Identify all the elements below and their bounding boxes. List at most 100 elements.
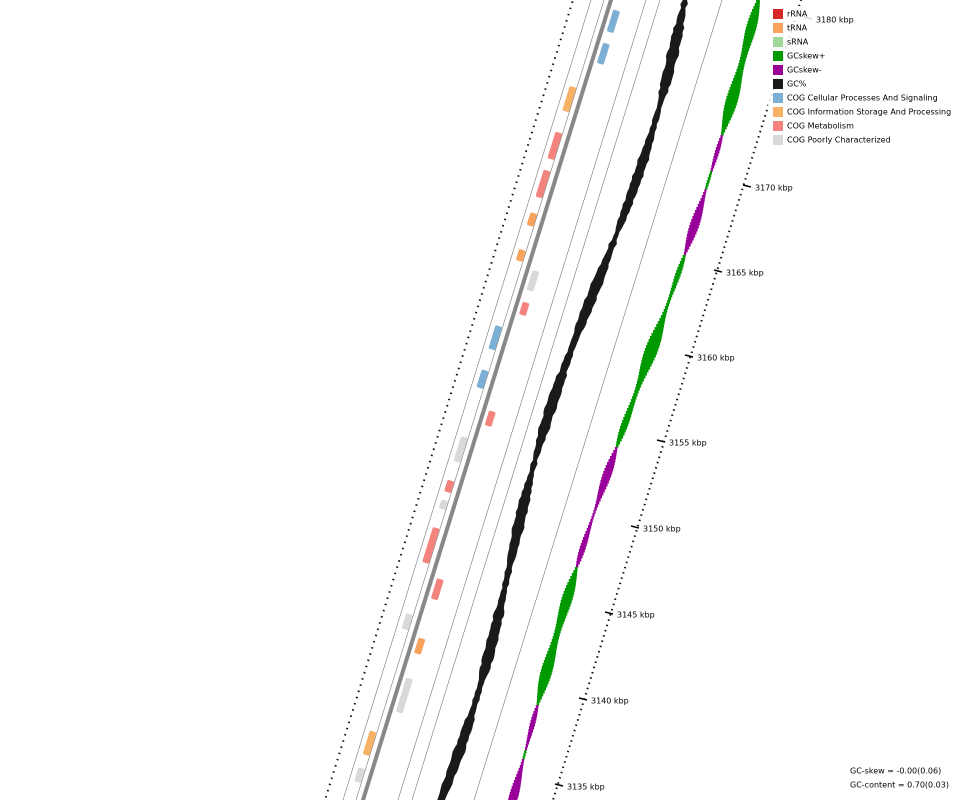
gc-skew	[693, 213, 703, 217]
gc-skew	[619, 429, 626, 433]
gc-skew	[526, 741, 530, 745]
gc-skew	[538, 678, 550, 682]
gc-skew	[571, 573, 577, 577]
gc-skew	[575, 564, 579, 568]
gc-skew	[643, 351, 658, 355]
gc-skew	[636, 384, 642, 388]
gc-skew	[723, 108, 735, 112]
gc-skew	[724, 102, 737, 106]
gc-skew	[521, 759, 525, 763]
gc-skew	[623, 417, 631, 421]
gc-skew	[735, 72, 743, 76]
scale-major-tick	[656, 439, 666, 443]
scale-label: 3140 kbp	[591, 697, 629, 706]
gc-skew	[597, 495, 602, 499]
gc-skew	[551, 639, 559, 643]
scale-label: 3165 kbp	[726, 269, 764, 278]
gc-skew-stat: GC-skew = -0.00(0.06)	[850, 767, 941, 776]
gc-skew	[516, 774, 522, 778]
gc-skew	[564, 588, 575, 592]
gc-skew	[533, 711, 538, 715]
gc-skew	[537, 696, 542, 700]
gc-skew	[705, 186, 708, 190]
gc-skew	[577, 555, 583, 559]
gc-skew	[673, 279, 679, 283]
gc-skew	[541, 666, 554, 670]
gene	[607, 9, 620, 33]
gc-skew	[557, 618, 565, 622]
gene	[519, 301, 530, 316]
gc-skew	[604, 468, 614, 472]
gc-skew	[741, 51, 749, 55]
legend-label: COG Cellular Processes And Signaling	[787, 94, 938, 103]
gc-skew	[688, 228, 698, 232]
gc-skew	[579, 546, 586, 550]
gc-skew	[611, 453, 617, 457]
gc-skew	[716, 144, 722, 148]
gc-skew	[548, 648, 557, 652]
gc-skew	[624, 414, 632, 418]
gc-skew	[527, 732, 533, 736]
gc-skew	[690, 222, 700, 226]
gc-skew	[726, 96, 739, 100]
legend-label: GCskew+	[787, 52, 825, 61]
gc-skew	[722, 114, 733, 118]
legend-label: COG Poorly Characterized	[787, 136, 891, 145]
gc-skew	[621, 423, 629, 427]
gc-skew	[752, 9, 760, 13]
gc-skew	[555, 624, 563, 628]
gc-skew	[554, 630, 561, 634]
gc-skew	[594, 507, 597, 511]
gc-skew	[686, 237, 694, 241]
scale-major-tick	[684, 354, 694, 358]
gc-skew	[622, 420, 630, 424]
gc-skew	[574, 567, 578, 571]
gc-skew	[580, 543, 587, 547]
gc-skew	[558, 609, 569, 613]
gc-skew	[733, 78, 742, 82]
gc-skew	[559, 606, 570, 610]
gc-skew	[547, 651, 557, 655]
gc-skew	[679, 261, 685, 265]
gc-skew	[681, 258, 685, 262]
gc-skew	[711, 165, 715, 169]
gc-skew	[599, 483, 608, 487]
gc-skew	[603, 471, 613, 475]
gc-skew	[562, 594, 574, 598]
gc-skew	[671, 285, 676, 289]
legend: rRNA tRNA sRNA GCskew+ GCskew- GC% COG Cellula…	[768, 6, 958, 148]
gc-skew	[522, 756, 525, 760]
gc-skew	[656, 324, 665, 328]
gc-skew	[704, 189, 707, 193]
gc-skew	[737, 66, 744, 70]
gc-skew	[657, 321, 665, 325]
gc-skew	[523, 753, 526, 757]
gc-skew	[678, 264, 684, 268]
scale-major-tick	[554, 783, 564, 787]
gc-skew	[613, 450, 617, 454]
gc-skew	[682, 255, 686, 259]
gc-skew	[539, 675, 551, 679]
gc-skew	[722, 120, 730, 124]
gc-skew	[508, 798, 518, 800]
gc-skew	[560, 600, 572, 604]
gene	[488, 325, 502, 351]
gc-skew	[742, 45, 751, 49]
gc-skew	[721, 132, 724, 136]
gc-skew	[634, 390, 639, 394]
gc-skew	[647, 342, 661, 346]
gc-skew	[668, 297, 672, 301]
gc-skew	[578, 552, 584, 556]
gc-skew	[744, 33, 755, 37]
gc-skew	[677, 267, 683, 271]
gc-skew	[510, 789, 520, 793]
gc-skew	[689, 225, 699, 229]
gc-skew	[715, 147, 721, 151]
gc-skew	[642, 354, 656, 358]
gc-skew	[640, 366, 651, 370]
gc-skew	[745, 27, 757, 31]
legend-label: GC%	[787, 80, 807, 89]
gc-skew	[669, 294, 673, 298]
gc-skew	[549, 645, 558, 649]
ring-line	[397, 0, 647, 800]
